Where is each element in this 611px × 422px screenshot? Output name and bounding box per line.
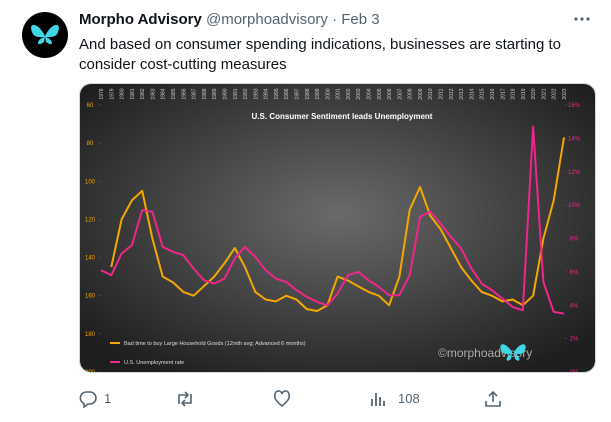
y2-tick-label: 16% — [568, 103, 581, 109]
series-line — [100, 125, 565, 315]
x-tick-label: 2015 — [480, 88, 486, 99]
x-tick-label: 1984 — [161, 88, 167, 99]
separator: · — [332, 11, 338, 28]
y2-tick-label: 14% — [568, 136, 581, 142]
x-tick-label: 2011 — [439, 88, 445, 99]
x-tick-label: 2018 — [511, 88, 517, 99]
x-tick-label: 2000 — [325, 88, 331, 99]
y2-tick-label: 0% — [570, 370, 579, 373]
x-tick-label: 1990 — [222, 88, 228, 99]
x-tick-label: 1996 — [284, 88, 290, 99]
y2-tick-label: 2% — [570, 337, 579, 343]
y-tick-label: 60 — [87, 103, 94, 109]
x-tick-label: 1982 — [140, 88, 146, 99]
x-tick-label: 2020 — [531, 88, 537, 99]
x-tick-label: 1983 — [150, 88, 156, 99]
x-tick-label: 1993 — [253, 88, 259, 99]
y-tick-label: 100 — [85, 179, 96, 185]
chart-title: U.S. Consumer Sentiment leads Unemployme… — [252, 112, 433, 121]
x-tick-label: 2013 — [459, 88, 465, 99]
y-tick-label: 180 — [85, 332, 96, 338]
y-tick-label: 200 — [85, 370, 96, 373]
x-tick-label: 2022 — [552, 88, 558, 99]
x-tick-label: 1999 — [315, 88, 321, 99]
y2-tick-label: 10% — [568, 203, 581, 209]
x-tick-label: 2016 — [490, 88, 496, 99]
reply-count: 1 — [104, 391, 112, 406]
x-tick-label: 2005 — [377, 88, 383, 99]
avatar[interactable] — [22, 12, 68, 58]
x-tick-label: 1991 — [233, 88, 239, 99]
author: Morpho Advisory @morphoadvisory · Feb 3 — [79, 11, 380, 28]
x-tick-label: 2007 — [397, 88, 403, 99]
x-tick-label: 1988 — [202, 88, 208, 99]
chart-background — [80, 84, 595, 372]
x-tick-label: 2009 — [418, 88, 424, 99]
x-tick-label: 2008 — [408, 88, 414, 99]
y2-tick-label: 4% — [570, 303, 579, 309]
x-tick-label: 1989 — [212, 88, 218, 99]
x-tick-label: 1992 — [243, 88, 249, 99]
x-tick-label: 2012 — [449, 88, 455, 99]
x-tick-label: 1994 — [264, 88, 270, 99]
x-tick-label: 1978 — [99, 88, 105, 99]
y-tick-label: 80 — [87, 141, 94, 147]
legend-label: U.S. Unemployment rate — [124, 360, 184, 366]
series-line — [110, 137, 565, 312]
x-tick-label: 2017 — [500, 88, 506, 99]
y-tick-label: 140 — [85, 256, 96, 262]
x-tick-label: 2003 — [356, 88, 362, 99]
x-tick-label: 1979 — [109, 88, 115, 99]
y-tick-label: 160 — [85, 294, 96, 300]
y2-tick-label: 8% — [570, 237, 579, 243]
x-tick-label: 1986 — [181, 88, 187, 99]
x-tick-label: 2023 — [562, 88, 568, 99]
tweet-text: And based on consumer spending indicatio… — [79, 36, 561, 73]
x-tick-label: 2001 — [336, 88, 342, 99]
x-tick-label: 2019 — [521, 88, 527, 99]
x-tick-label: 1981 — [130, 88, 136, 99]
y2-tick-label: 6% — [570, 270, 579, 276]
retweet-icon[interactable] — [175, 390, 195, 408]
author-handle[interactable]: @morphoadvisory — [205, 11, 328, 28]
chart: U.S. Consumer Sentiment leads Unemployme… — [80, 84, 595, 373]
x-tick-label: 1997 — [294, 88, 300, 99]
views-icon[interactable] — [370, 391, 386, 407]
author-name[interactable]: Morpho Advisory — [79, 11, 202, 28]
action-bar: 1 108 — [79, 388, 596, 410]
x-tick-label: 2004 — [367, 88, 373, 99]
y2-tick-label: 12% — [568, 170, 581, 176]
view-count: 108 — [398, 391, 420, 406]
like-icon[interactable] — [273, 390, 291, 408]
x-tick-label: 1998 — [305, 88, 311, 99]
share-icon[interactable] — [484, 390, 502, 408]
x-tick-label: 1987 — [192, 88, 198, 99]
x-tick-label: 2014 — [469, 88, 475, 99]
x-tick-label: 1980 — [120, 88, 126, 99]
reply-icon[interactable] — [79, 390, 97, 408]
x-tick-label: 2021 — [541, 88, 547, 99]
legend-label: Bad time to buy Large Household Goods (1… — [124, 341, 306, 347]
tweet-date[interactable]: Feb 3 — [341, 11, 380, 28]
watermark-logo — [500, 344, 526, 361]
y-tick-label: 120 — [85, 217, 96, 223]
tweet-image[interactable]: U.S. Consumer Sentiment leads Unemployme… — [79, 83, 596, 373]
more-button[interactable] — [572, 14, 592, 24]
x-tick-label: 1995 — [274, 88, 280, 99]
x-tick-label: 2010 — [428, 88, 434, 99]
x-tick-label: 2002 — [346, 88, 352, 99]
x-tick-label: 2006 — [387, 88, 393, 99]
x-tick-label: 1985 — [171, 88, 177, 99]
